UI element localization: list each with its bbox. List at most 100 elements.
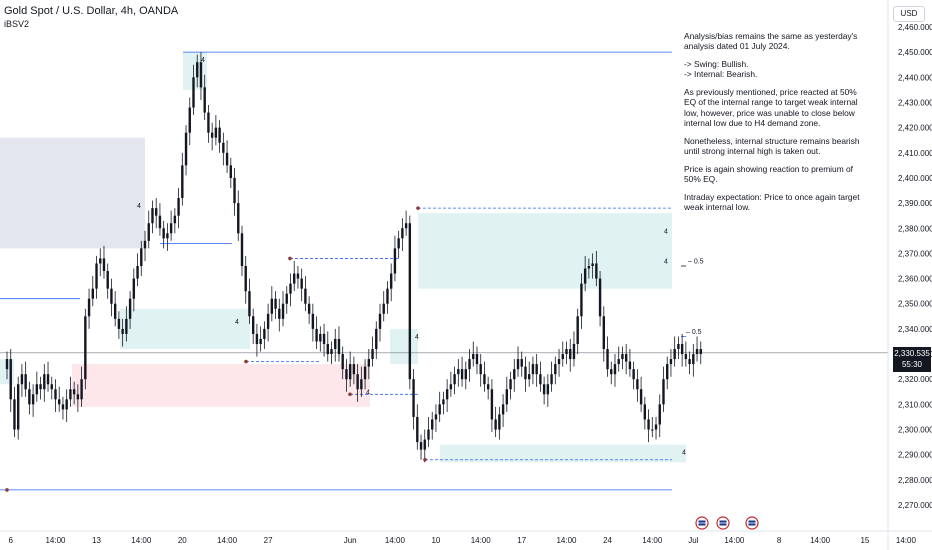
candle-body	[688, 359, 691, 365]
candle-body	[449, 384, 453, 390]
candle-body	[382, 303, 385, 314]
candle-body	[345, 369, 348, 380]
candle-body	[654, 424, 658, 430]
candle-body	[46, 374, 50, 385]
x-tick-label: 10	[431, 536, 440, 545]
candle-body	[375, 328, 378, 350]
candle-body	[408, 223, 412, 380]
candle-body	[513, 369, 516, 380]
candle-body	[692, 354, 695, 365]
candle-body	[251, 316, 255, 334]
candle-body	[132, 278, 136, 299]
x-tick-label: 14:00	[385, 536, 406, 545]
candle-body	[311, 313, 315, 329]
candle-body	[39, 384, 42, 390]
candle-body	[509, 379, 512, 390]
candle-body	[177, 198, 180, 216]
candle-body	[554, 364, 557, 375]
indicator-label[interactable]: iBSV2	[4, 19, 30, 29]
x-tick-label: 20	[178, 536, 187, 545]
candle-body	[341, 354, 344, 370]
candle-body	[140, 248, 143, 266]
y-tick-label: 2,380.000	[898, 224, 932, 233]
candle-body	[550, 374, 553, 385]
candle-body	[334, 338, 337, 350]
candle-body	[229, 165, 232, 178]
candle-body	[278, 308, 281, 319]
candle-body	[539, 374, 542, 385]
candle-body	[606, 349, 609, 370]
x-tick-label: 15	[860, 536, 869, 545]
y-tick-label: 2,270.000	[898, 501, 932, 510]
chart-title: Gold Spot / U.S. Dollar, 4h, OANDA	[4, 5, 179, 17]
candle-body	[416, 416, 419, 443]
candle-body	[95, 263, 98, 289]
candle-body	[218, 127, 221, 143]
candle-body	[203, 87, 206, 113]
x-tick-label: 8	[777, 536, 782, 545]
candle-body	[386, 288, 389, 304]
candle-body	[591, 263, 594, 266]
candle-body	[479, 364, 482, 375]
x-tick-label: 24	[603, 536, 612, 545]
candle-body	[472, 354, 475, 360]
candle-body	[5, 359, 9, 370]
analysis-paragraph: Analysis/bias remains the same as yester…	[684, 31, 858, 52]
candle-body	[438, 404, 441, 415]
candle-body	[304, 288, 307, 304]
bar-countdown: 55:30	[901, 360, 923, 369]
candle-body	[367, 359, 371, 367]
candle-body	[240, 233, 244, 266]
y-tick-label: 2,450.000	[898, 48, 932, 57]
candle-body	[453, 374, 456, 385]
candle-body	[128, 298, 132, 319]
candle-body	[520, 359, 523, 367]
candle-body	[143, 240, 147, 249]
swing-point	[288, 256, 292, 261]
candle-body	[624, 354, 628, 362]
candle-body	[636, 379, 639, 390]
swing-point	[244, 359, 248, 364]
candle-body	[565, 349, 568, 355]
candle-body	[557, 359, 561, 365]
candle-body	[151, 208, 154, 224]
currency-button[interactable]: USD	[893, 6, 925, 22]
candle-body	[117, 318, 121, 329]
candle-body	[494, 419, 497, 430]
x-tick-label: Jun	[344, 536, 357, 545]
candle-body	[110, 288, 113, 304]
analysis-paragraph: -> Swing: Bullish. -> Internal: Bearish.	[684, 59, 758, 80]
candle-body	[54, 389, 57, 400]
candle-body	[639, 389, 643, 405]
candle-body	[196, 62, 199, 78]
candle-body	[307, 303, 311, 314]
candle-body	[102, 258, 106, 272]
candle-body	[24, 374, 27, 390]
zone-label: 4	[137, 203, 141, 210]
candle-body	[259, 338, 262, 344]
candle-body	[58, 399, 61, 405]
candle-body	[516, 359, 520, 370]
candle-body	[113, 303, 117, 319]
zone-label: 4	[415, 334, 419, 341]
candle-body	[363, 366, 367, 380]
candle-body	[296, 273, 300, 279]
current-price: 2,330.535	[894, 349, 930, 358]
candle-body	[162, 228, 165, 239]
zone-supply-grey	[0, 137, 145, 249]
zone-label: 4	[201, 57, 205, 64]
candle-body	[69, 389, 72, 400]
candle-body	[147, 223, 150, 241]
candle-body	[76, 394, 80, 400]
zone-demand-teal	[120, 308, 250, 350]
candle-body	[315, 328, 318, 342]
candle-body	[695, 349, 699, 355]
candle-body	[199, 62, 203, 88]
candle-body	[431, 419, 434, 430]
candle-body	[595, 263, 598, 279]
candle-body	[158, 215, 162, 229]
candle-body	[72, 389, 76, 395]
candle-body	[583, 268, 587, 284]
candle-body	[442, 399, 445, 405]
